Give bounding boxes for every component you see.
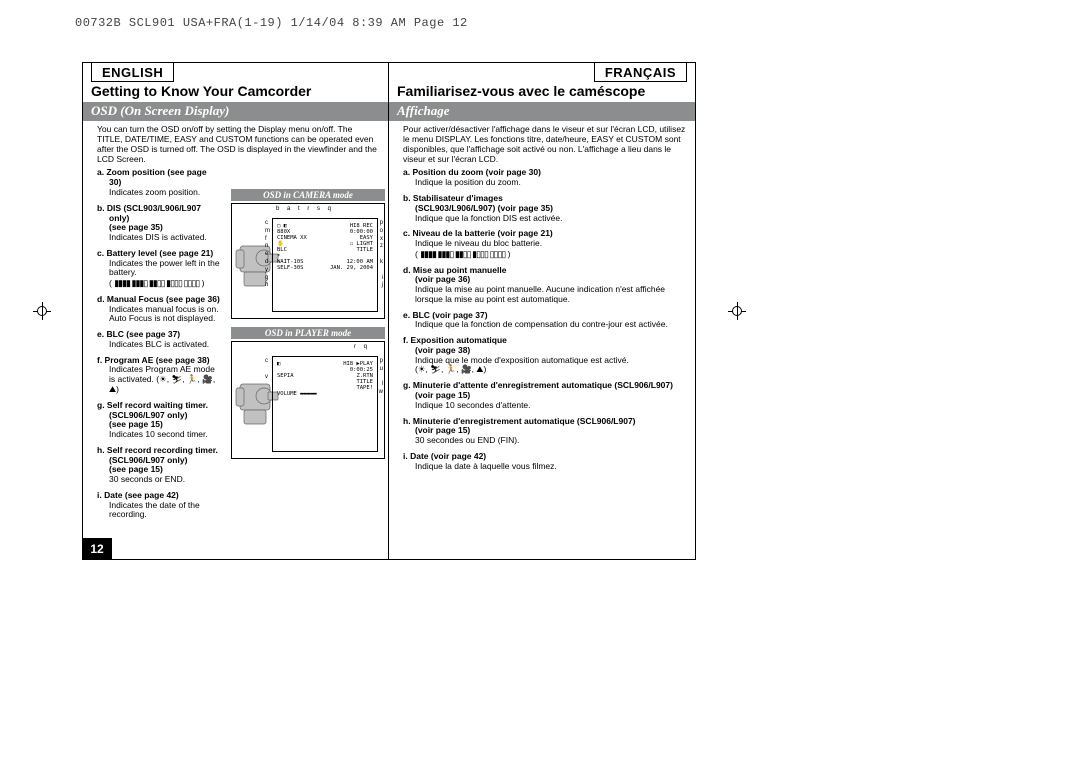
- battery-level-icons: ( ▮▮▮▮ ▮▮▮▯ ▮▮▯▯ ▮▯▯▯ ▯▯▯▯ ): [415, 249, 689, 260]
- callout-right: p u l w: [379, 358, 383, 397]
- column-francais: FRANÇAIS Familiarisez-vous avec le camés…: [389, 63, 695, 559]
- battery-level-icons: ( ▮▮▮▮ ▮▮▮▯ ▮▮▯▯ ▮▯▯▯ ▯▯▯▯ ): [109, 278, 221, 289]
- list-item: i. Date (voir page 42)Indique la date à …: [403, 452, 689, 472]
- item-list-fr: a. Position du zoom (voir page 30)Indiqu…: [389, 166, 695, 481]
- list-item: a. Position du zoom (voir page 30)Indiqu…: [403, 168, 689, 188]
- osd-screen-camera: ▢ ◧HI8 REC880X0:00:00CINEMA XXEASY✋☐ LIG…: [272, 218, 378, 312]
- page-number-badge: 12: [82, 538, 112, 560]
- osd-diagrams: OSD in CAMERA mode b a t r s q c m f n e…: [231, 189, 385, 459]
- list-item: e. BLC (see page 37)Indicates BLC is act…: [97, 330, 221, 350]
- osd-screen-player: ◧HI8 ▶PLAY0:00:25SEPIAZ.RTNTITLETAPE!VOL…: [272, 356, 378, 452]
- manual-page: ENGLISH Getting to Know Your Camcorder O…: [82, 62, 696, 560]
- list-item: d. Mise au point manuelle(voir page 36)I…: [403, 266, 689, 305]
- lang-label-francais: FRANÇAIS: [594, 63, 687, 82]
- list-item: f. Program AE (see page 38)Indicates Pro…: [97, 356, 221, 395]
- list-item: d. Manual Focus (see page 36)Indicates m…: [97, 295, 221, 324]
- callout-left: c v: [265, 358, 268, 381]
- print-slug: 00732B SCL901 USA+FRA(1-19) 1/14/04 8:39…: [75, 16, 468, 30]
- diagram-player: r q c v p u l w ◧HI8 ▶PLAY0:00:25SEPIAZ.…: [231, 341, 385, 459]
- list-item: c. Niveau de la batterie (voir page 21)I…: [403, 229, 689, 259]
- list-item: f. Exposition automatique(voir page 38)I…: [403, 336, 689, 375]
- section-bar-fr: Affichage: [389, 102, 695, 121]
- list-item: i. Date (see page 42)Indicates the date …: [97, 491, 221, 520]
- lang-label-english: ENGLISH: [91, 63, 174, 82]
- list-item: a. Zoom position (see page 30)Indicates …: [97, 168, 221, 197]
- intro-fr: Pour activer/désactiver l'affichage dans…: [389, 121, 695, 166]
- registration-mark-right: [728, 302, 746, 320]
- item-list-en: a. Zoom position (see page 30)Indicates …: [83, 166, 225, 530]
- diagram-camera: b a t r s q c m f n e d y g h p o x z k …: [231, 203, 385, 319]
- list-item: c. Battery level (see page 21)Indicates …: [97, 249, 221, 289]
- list-item: g. Self record waiting timer.(SCL906/L90…: [97, 401, 221, 440]
- list-item: h. Minuterie d'enregistrement automatiqu…: [403, 417, 689, 446]
- list-item: g. Minuterie d'attente d'enregistrement …: [403, 381, 689, 410]
- column-english: ENGLISH Getting to Know Your Camcorder O…: [83, 63, 389, 559]
- callout-left: c m f n e d y g h: [265, 220, 270, 290]
- list-item: e. BLC (voir page 37)Indique que la fonc…: [403, 311, 689, 331]
- diagram-label-camera: OSD in CAMERA mode: [231, 189, 385, 201]
- chapter-title-fr: Familiarisez-vous avec le caméscope: [389, 82, 695, 100]
- list-item: h. Self record recording timer.(SCL906/L…: [97, 446, 221, 485]
- list-item: b. Stabilisateur d'images(SCL903/L906/L9…: [403, 194, 689, 223]
- section-bar-en: OSD (On Screen Display): [83, 102, 388, 121]
- intro-en: You can turn the OSD on/off by setting t…: [83, 121, 388, 166]
- chapter-title-en: Getting to Know Your Camcorder: [83, 82, 388, 100]
- diagram-label-player: OSD in PLAYER mode: [231, 327, 385, 339]
- callout-top: b a t r s q: [276, 206, 334, 214]
- callout-right: p o x z k i j: [380, 220, 383, 290]
- list-item: b. DIS (SCL903/L906/L907 only)(see page …: [97, 204, 221, 243]
- callout-top: r q: [354, 344, 370, 352]
- registration-mark-left: [33, 302, 51, 320]
